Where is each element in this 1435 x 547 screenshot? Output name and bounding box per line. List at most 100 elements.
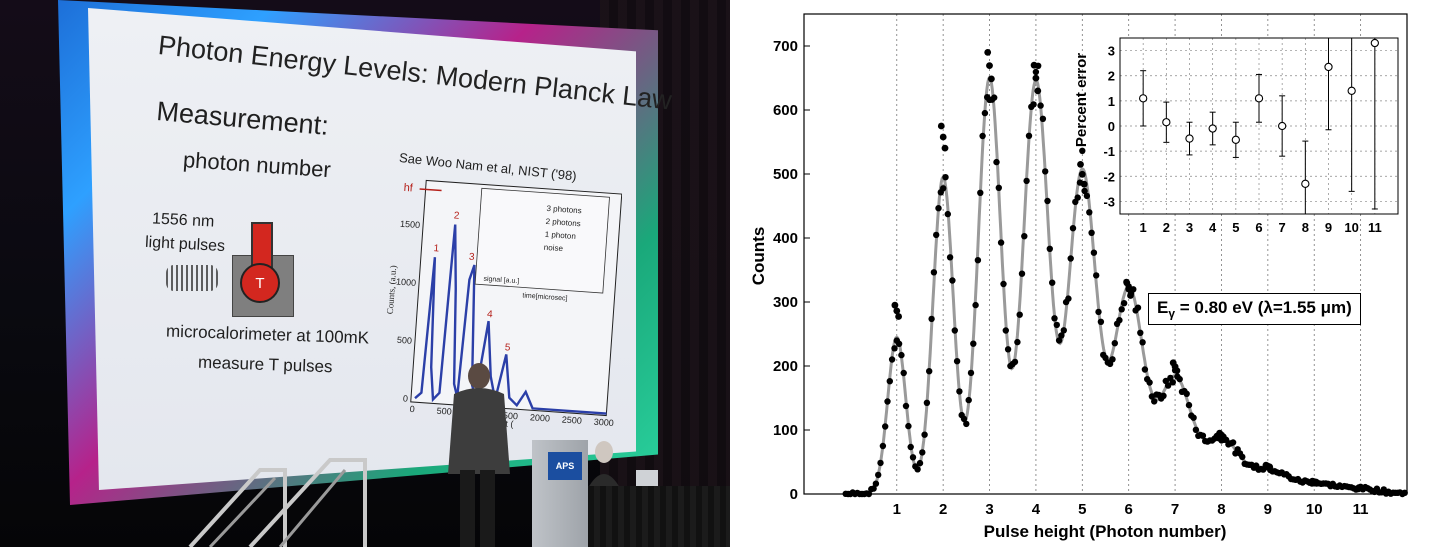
percent-error-point: [1278, 121, 1287, 131]
data-point: [1002, 327, 1009, 334]
data-point: [921, 431, 928, 438]
data-point-peak: [1077, 161, 1084, 168]
data-point: [949, 277, 956, 284]
energy-symbol: E: [1157, 298, 1169, 317]
data-point: [1134, 304, 1142, 311]
data-point: [1032, 68, 1040, 76]
data-point: [972, 301, 979, 309]
main-x-tick-label: 7: [1171, 501, 1179, 518]
data-point: [902, 402, 910, 410]
data-point-peak: [1266, 463, 1274, 471]
inset-x-tick-label: 9: [1325, 220, 1332, 235]
data-point-peak: [988, 75, 995, 83]
hf-arrow-icon: [419, 188, 442, 192]
slide-peak-label: 1: [433, 243, 440, 254]
main-y-tick-label: 300: [773, 294, 798, 311]
data-point: [1083, 192, 1091, 200]
data-point: [1060, 327, 1067, 334]
main-x-tick-label: 10: [1306, 501, 1323, 518]
data-point: [898, 351, 905, 359]
data-point: [942, 174, 949, 181]
data-point-peak: [1034, 87, 1042, 95]
data-point: [1081, 187, 1088, 195]
main-y-tick-label: 200: [773, 358, 798, 375]
data-point: [914, 466, 921, 473]
conference-photo: Photon Energy Levels: Modern Planck Law …: [0, 0, 730, 547]
inset-x-tick-label: 7: [1279, 220, 1286, 235]
slide-y-tick: 500: [397, 335, 413, 346]
main-x-tick-label: 9: [1264, 501, 1272, 518]
slide-hf-label: hf: [403, 182, 414, 195]
data-point-peak: [893, 307, 901, 315]
slide-inset-label: noise: [544, 243, 564, 253]
data-point: [919, 449, 926, 456]
data-point: [1011, 358, 1019, 366]
thermometer-stem-icon: [251, 222, 273, 274]
percent-error-point: [1139, 94, 1148, 103]
data-point: [909, 454, 917, 461]
data-point: [1039, 115, 1047, 123]
data-point: [1037, 102, 1044, 109]
main-x-tick-label: 1: [893, 501, 901, 518]
data-point: [1088, 229, 1095, 236]
inset-x-tick-label: 5: [1232, 220, 1239, 235]
main-y-axis-title: Counts: [749, 227, 768, 286]
energy-value: = 0.80 eV (λ=1.55 μm): [1175, 298, 1352, 317]
data-point: [1116, 317, 1123, 324]
data-point: [1169, 379, 1176, 386]
inset-x-tick-label: 11: [1368, 220, 1382, 235]
data-point: [1004, 346, 1012, 353]
main-x-axis-title: Pulse height (Photon number): [984, 522, 1227, 541]
data-point: [905, 422, 912, 430]
data-point: [886, 378, 893, 385]
main-y-tick-label: 700: [773, 38, 798, 55]
data-point: [877, 459, 884, 467]
data-point-peak: [984, 49, 992, 56]
percent-error-point: [1231, 135, 1240, 144]
main-x-tick-label: 6: [1125, 501, 1133, 518]
panel-table: [588, 486, 730, 547]
data-point-peak: [986, 62, 993, 69]
main-y-tick-label: 500: [773, 166, 798, 183]
data-point: [1185, 401, 1193, 409]
slide-x-tick: 0: [409, 404, 415, 414]
slide-x-tick: 1500: [498, 410, 519, 421]
data-point: [1051, 315, 1058, 322]
data-point: [1141, 366, 1149, 373]
inset-y-tick-label: -3: [1103, 194, 1115, 209]
data-point: [930, 269, 938, 276]
data-point: [1044, 197, 1051, 205]
percent-error-point: [1162, 118, 1171, 127]
percent-error-point: [1324, 62, 1333, 72]
slide-peak-label: 5: [504, 342, 511, 353]
slide-peak-label: 3: [469, 252, 476, 263]
inset-y-tick-label: -1: [1103, 144, 1115, 159]
data-point: [1065, 295, 1072, 302]
light-pulse-coil-icon: [166, 265, 218, 291]
slide-inset-xlabel: time[microsec]: [522, 292, 568, 302]
data-point: [944, 210, 951, 218]
data-point: [1055, 337, 1063, 344]
slide-spectrum-plot: hf 1 2 3 4 5 3 photons 2 photons 1 photon noise…: [385, 179, 622, 429]
data-point-peak: [1080, 180, 1088, 188]
data-point: [895, 340, 903, 347]
main-x-tick-label: 5: [1078, 501, 1086, 518]
data-point: [926, 368, 933, 375]
data-point: [1046, 245, 1053, 252]
data-point: [916, 459, 924, 467]
slide-x-tick: 3000: [593, 417, 614, 428]
data-point: [1229, 439, 1237, 446]
data-point: [1000, 280, 1007, 288]
data-point: [1139, 339, 1146, 346]
data-point: [1069, 225, 1077, 232]
main-plot-frame: [803, 13, 1408, 495]
data-point-peak: [1359, 484, 1366, 492]
stage-stair-rails: [188, 458, 367, 547]
data-point: [923, 399, 931, 406]
data-point: [1095, 308, 1102, 316]
slide-peak-label: 4: [487, 309, 494, 320]
data-point: [1199, 432, 1207, 439]
data-point: [1090, 249, 1098, 256]
data-point-peak: [1030, 61, 1038, 69]
data-point: [1192, 426, 1200, 433]
